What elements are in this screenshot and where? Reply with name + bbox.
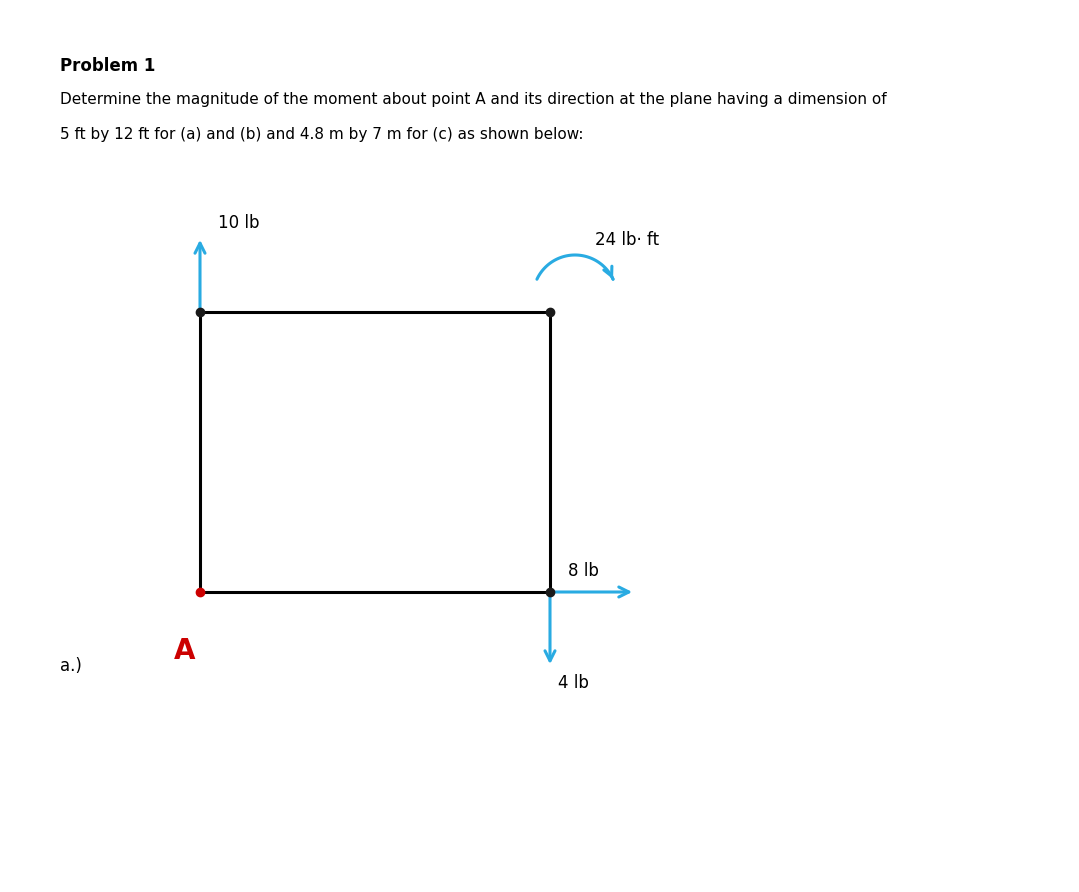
Text: 8 lb: 8 lb	[568, 562, 599, 580]
Text: Determine the magnitude of the moment about point A and its direction at the pla: Determine the magnitude of the moment ab…	[60, 92, 887, 107]
Text: Problem 1: Problem 1	[60, 57, 155, 75]
Text: A: A	[174, 637, 195, 665]
Text: 5 ft by 12 ft for (a) and (b) and 4.8 m by 7 m for (c) as shown below:: 5 ft by 12 ft for (a) and (b) and 4.8 m …	[60, 127, 584, 142]
Text: 24 lb· ft: 24 lb· ft	[595, 231, 659, 249]
Text: a.): a.)	[60, 657, 82, 675]
Text: 10 lb: 10 lb	[218, 214, 260, 232]
Text: 4 lb: 4 lb	[558, 674, 589, 692]
